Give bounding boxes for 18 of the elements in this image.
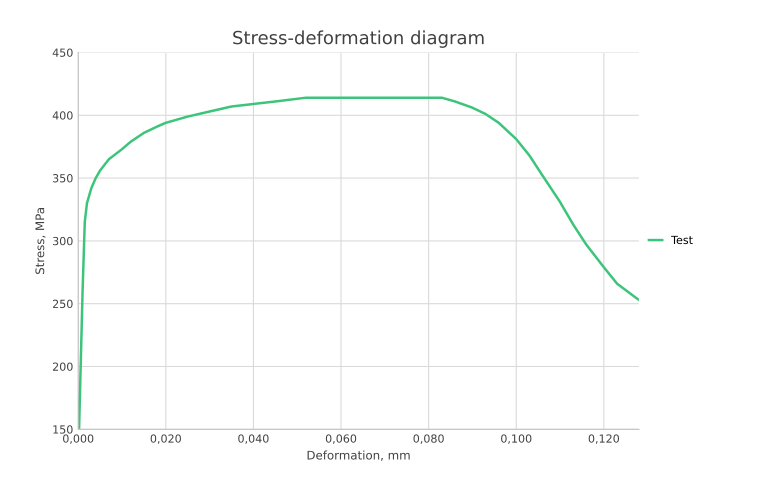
- chart-title: Stress-deformation diagram: [233, 30, 484, 48]
- y-tick-label: 250: [52, 300, 73, 308]
- y-axis-title: Stress, MPa: [35, 208, 46, 274]
- y-tick-label: 150: [53, 425, 73, 434]
- x-axis-title: Deformation, mm: [308, 450, 410, 461]
- x-tick-label: 0,120: [588, 434, 620, 444]
- legend-label: Test: [671, 236, 693, 244]
- x-tick-label: 0,020: [150, 434, 181, 444]
- x-tick-label: 0,040: [238, 434, 269, 444]
- y-tick-label: 300: [52, 236, 73, 246]
- y-tick-label: 200: [52, 362, 73, 371]
- x-tick-label: 0,060: [326, 434, 356, 444]
- y-tick-label: 450: [52, 48, 73, 57]
- x-tick-label: 0,100: [501, 434, 532, 444]
- y-tick-label: 350: [52, 174, 73, 182]
- x-tick-label: 0,000: [63, 434, 94, 444]
- x-tick-label: 0,080: [413, 434, 444, 444]
- y-tick-label: 400: [52, 111, 73, 120]
